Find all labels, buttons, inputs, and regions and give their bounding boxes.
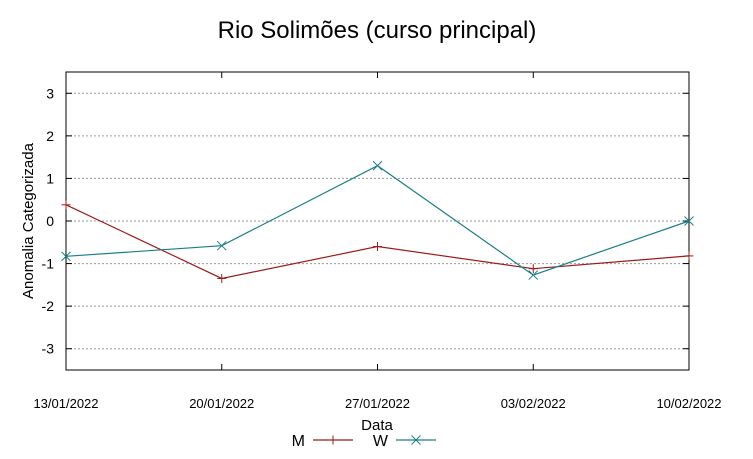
legend-label-M: M — [292, 433, 305, 450]
y-tick-label: 0 — [46, 213, 54, 229]
x-tick-label: 20/01/2022 — [189, 396, 254, 411]
x-marker-b — [61, 251, 71, 262]
x-marker-b — [372, 160, 383, 171]
x-tick-label: 10/02/2022 — [656, 396, 721, 411]
data-point-W-4 — [684, 216, 694, 226]
grid — [66, 92, 689, 350]
y-tick-label: 3 — [46, 85, 54, 101]
data-point-M-3 — [528, 264, 538, 274]
data-point-M-2 — [373, 242, 382, 252]
x-marker-b — [684, 216, 694, 226]
y-axis-ticks: 3 2 1 0 -1 -2 -3 — [42, 85, 689, 357]
data-point-W-2 — [372, 160, 383, 171]
x-axis-label: Data — [361, 417, 393, 434]
y-tick-label: -1 — [42, 256, 55, 272]
x-tick-label: 27/01/2022 — [345, 396, 410, 411]
x-tick-label: 13/01/2022 — [33, 396, 98, 411]
y-tick-label: -2 — [42, 298, 55, 314]
y-axis-label: Anomalia Categorizada — [20, 142, 37, 299]
x-marker-b — [528, 270, 539, 280]
legend-marker-W — [411, 435, 421, 445]
data-point-M-4 — [684, 251, 694, 261]
y-tick-label: 2 — [46, 128, 54, 144]
series-line-M — [65, 204, 690, 280]
data-point-W-3 — [528, 270, 539, 280]
x-axis-ticks: 13/01/2022 20/01/2022 27/01/2022 03/02/2022… — [33, 72, 722, 411]
x-marker-b — [216, 240, 227, 251]
data-point-W-1 — [216, 240, 227, 251]
chart-title: Rio Solimões (curso principal) — [218, 17, 537, 44]
y-tick-label: -3 — [42, 341, 55, 357]
x-marker-b — [411, 435, 421, 445]
data-point-M-1 — [217, 273, 227, 283]
legend-marker-M — [328, 435, 338, 445]
series-lines — [61, 160, 694, 283]
data-point-M-0 — [61, 200, 71, 210]
legend-label-W: W — [373, 433, 389, 450]
y-tick-label: 1 — [46, 170, 54, 186]
x-tick-label: 03/02/2022 — [501, 396, 566, 411]
series-line-W — [65, 164, 690, 276]
data-point-W-0 — [61, 251, 71, 262]
